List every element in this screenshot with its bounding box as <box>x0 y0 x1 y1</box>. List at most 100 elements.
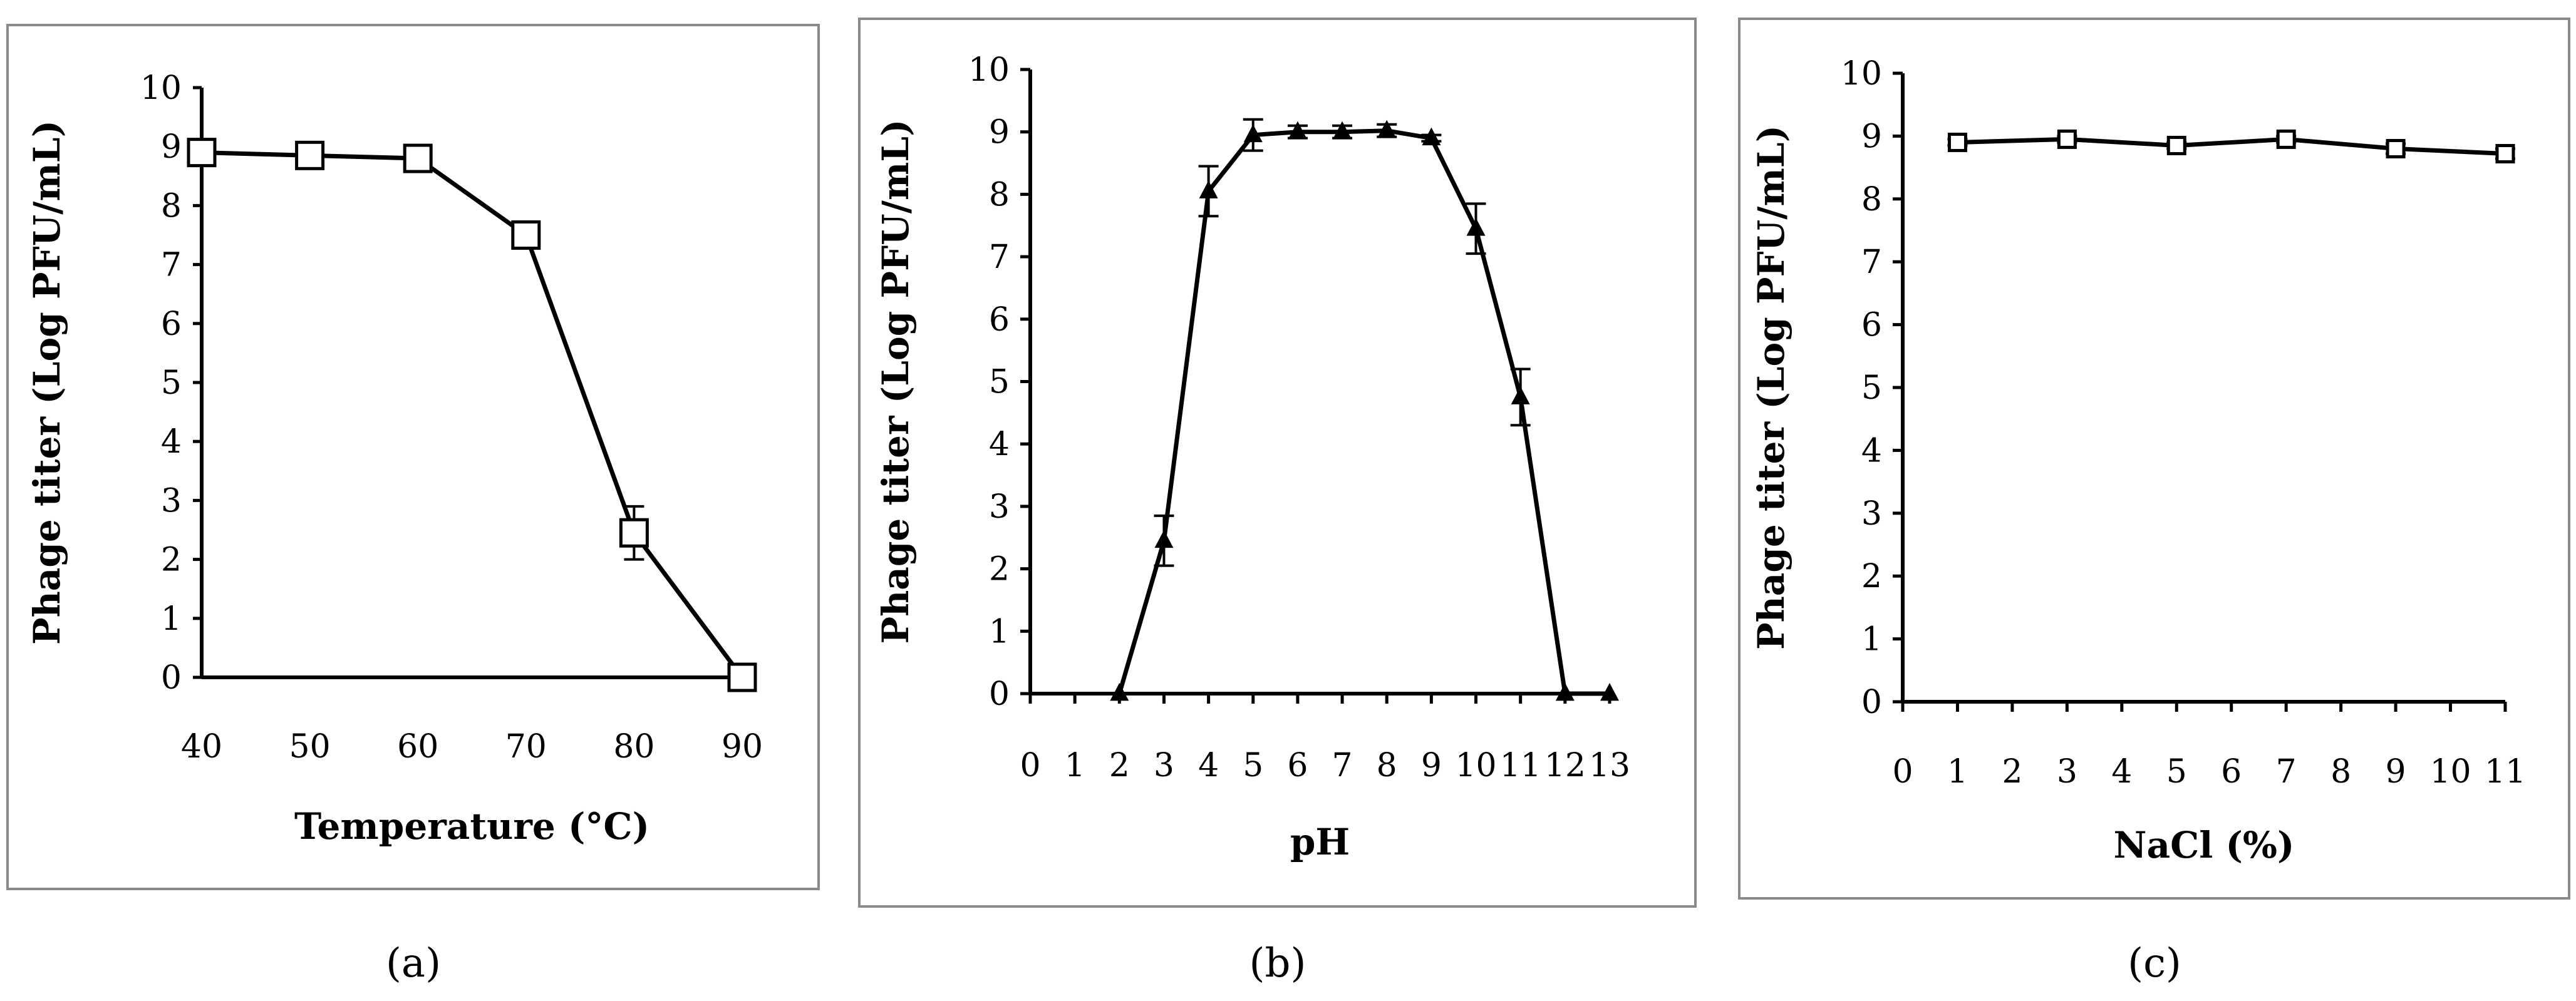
data-point <box>1333 121 1352 140</box>
data-point <box>1511 386 1530 404</box>
data-point <box>1110 682 1129 701</box>
data-point <box>1600 682 1619 701</box>
x-tick-label: 11 <box>1500 747 1541 784</box>
x-tick-label: 4 <box>2111 753 2132 791</box>
data-point <box>187 138 217 168</box>
y-tick-label: 3 <box>989 488 1010 526</box>
data-point <box>1243 124 1263 143</box>
y-tick-label: 3 <box>1861 495 1882 533</box>
y-tick-label: 10 <box>968 51 1010 89</box>
y-tick-label: 8 <box>1861 181 1882 218</box>
y-tick-label: 7 <box>161 247 182 284</box>
data-point <box>1288 121 1307 140</box>
x-tick-label: 3 <box>1154 747 1174 784</box>
series-line <box>1957 136 2506 157</box>
panel-frame-c <box>1738 18 2570 900</box>
x-tick-label: 10 <box>1455 747 1496 784</box>
x-tick-label: 2 <box>1109 747 1130 784</box>
x-tick-label: 60 <box>397 728 438 766</box>
x-tick-label: 0 <box>1892 753 1913 791</box>
y-tick-label: 10 <box>140 69 182 107</box>
y-axis-title: Phage titer (Log PFU/mL) <box>874 119 917 644</box>
data-point <box>2276 129 2296 149</box>
data-point <box>727 662 757 692</box>
y-tick-label: 1 <box>1861 621 1882 659</box>
x-tick-label: 1 <box>1065 747 1085 784</box>
y-tick-label: 5 <box>161 364 182 402</box>
y-tick-label: 6 <box>989 301 1010 339</box>
data-point <box>2495 144 2515 164</box>
x-tick-label: 4 <box>1198 747 1219 784</box>
data-point <box>1154 530 1174 548</box>
x-tick-label: 2 <box>2002 753 2022 791</box>
y-tick-label: 5 <box>989 364 1010 401</box>
y-tick-label: 9 <box>161 128 182 166</box>
data-point <box>511 220 541 250</box>
y-tick-label: 9 <box>989 114 1010 151</box>
y-tick-label: 4 <box>161 423 182 461</box>
x-tick-label: 7 <box>2276 753 2297 791</box>
x-tick-label: 3 <box>2057 753 2077 791</box>
y-tick-label: 10 <box>1841 55 1882 93</box>
x-tick-label: 10 <box>2429 753 2471 791</box>
data-point <box>1422 127 1441 146</box>
data-point <box>1555 682 1575 701</box>
x-axis-title: pH <box>1290 821 1350 863</box>
x-tick-label: 5 <box>1243 747 1263 784</box>
y-tick-label: 4 <box>989 426 1010 463</box>
y-tick-label: 8 <box>989 176 1010 213</box>
x-tick-label: 8 <box>1377 747 1397 784</box>
x-tick-label: 5 <box>2166 753 2187 791</box>
data-point <box>619 518 649 548</box>
series-line <box>1117 128 1610 696</box>
panel-label-c: (c) <box>2128 940 2181 987</box>
y-tick-label: 0 <box>161 659 182 697</box>
x-tick-label: 12 <box>1544 747 1586 784</box>
chart-panel-a: 0 1 2 3 4 5 6 7 8 9 10 40 50 60 70 80 90 Phage titer (Log… <box>26 69 763 848</box>
x-tick-label: 9 <box>2386 753 2406 791</box>
data-point <box>1947 132 1967 152</box>
x-tick-label: 50 <box>289 728 331 766</box>
y-axis-title: Phage titer (Log PFU/mL) <box>26 120 68 645</box>
x-tick-label: 7 <box>1332 747 1353 784</box>
y-tick-label: 7 <box>989 239 1010 276</box>
x-tick-label: 8 <box>2330 753 2351 791</box>
x-tick-label: 0 <box>1020 747 1040 784</box>
series-line <box>201 150 744 679</box>
x-tick-label: 70 <box>505 728 547 766</box>
panel-frame-a <box>6 24 820 890</box>
y-tick-label: 0 <box>1861 684 1882 721</box>
y-tick-label: 2 <box>1861 558 1882 595</box>
x-tick-label: 6 <box>2221 753 2242 791</box>
y-tick-label: 8 <box>161 187 182 225</box>
panel-frame-b <box>858 18 1697 908</box>
x-tick-label: 1 <box>1947 753 1968 791</box>
x-tick-label: 90 <box>722 728 763 766</box>
y-tick-label: 0 <box>989 675 1010 713</box>
data-point <box>295 140 325 170</box>
data-point <box>1466 218 1486 236</box>
y-axis-title: Phage titer (Log PFU/mL) <box>1750 125 1792 650</box>
y-tick-label: 4 <box>1861 432 1882 470</box>
x-axis-title: NaCl (%) <box>2114 824 2295 866</box>
data-point <box>2057 129 2077 149</box>
panel-label-a: (a) <box>386 940 441 987</box>
x-tick-label: 13 <box>1589 747 1630 784</box>
y-tick-label: 3 <box>161 482 182 520</box>
y-tick-label: 5 <box>1861 369 1882 407</box>
data-point <box>1199 180 1218 198</box>
data-point <box>2166 135 2186 155</box>
x-tick-label: 11 <box>2485 753 2526 791</box>
y-tick-label: 1 <box>161 600 182 638</box>
y-tick-label: 6 <box>1861 307 1882 344</box>
data-point <box>403 143 433 173</box>
x-tick-label: 6 <box>1287 747 1308 784</box>
y-tick-label: 1 <box>989 613 1010 650</box>
y-tick-label: 7 <box>1861 244 1882 281</box>
x-tick-label: 9 <box>1421 747 1442 784</box>
x-axis-title: Temperature (°C) <box>294 805 649 848</box>
y-tick-label: 6 <box>161 305 182 343</box>
